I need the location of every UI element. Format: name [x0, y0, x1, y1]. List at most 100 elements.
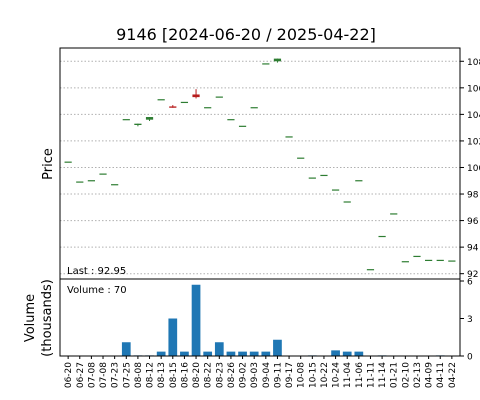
candle-body — [204, 107, 212, 109]
x-tick-label: 10-24 — [332, 362, 342, 388]
candle-body — [227, 119, 235, 121]
x-tick-label: 08-12 — [146, 362, 156, 388]
candle-body — [378, 235, 386, 238]
price-tick-label: 102 — [467, 137, 480, 147]
price-tick-label: 94 — [467, 244, 479, 254]
x-tick-label: 08-13 — [157, 362, 167, 388]
x-tick-label: 01-21 — [390, 362, 400, 388]
price-tick-label: 96 — [467, 217, 479, 227]
x-tick-label: 04-22 — [448, 362, 458, 388]
candle-body — [122, 119, 130, 121]
candle-body — [320, 174, 328, 177]
x-tick-label: 09-17 — [285, 362, 295, 388]
candle-body — [390, 213, 398, 215]
x-tick-label: 10-22 — [320, 362, 330, 388]
volume-tick-label: 6 — [467, 278, 473, 288]
price-tick-label: 106 — [467, 84, 480, 94]
candle-body — [285, 136, 293, 138]
candle-body — [331, 189, 340, 191]
volume-axis-label-line1: Volume — [23, 294, 38, 342]
price-tick-label: 104 — [467, 111, 480, 121]
x-tick-label: 07-23 — [111, 362, 121, 388]
candle-body — [401, 261, 409, 263]
x-tick-label: 11-06 — [355, 362, 365, 388]
chart-title: 9146 [2024-06-20 / 2025-04-22] — [116, 25, 376, 44]
x-tick-label: 10-08 — [297, 362, 307, 388]
candle-body — [169, 106, 177, 108]
price-axis-label: Price — [41, 148, 56, 180]
price-frame — [59, 47, 461, 280]
candle-body — [145, 117, 154, 120]
volume-axis-label-line2: (thousands) — [40, 279, 55, 357]
x-axis: 06-20 06-27 07-08 07-08 07-23 07-25 08-08 08-12… — [64, 356, 458, 388]
candle-body — [366, 269, 375, 271]
volume-frame — [59, 278, 461, 357]
volume-bar — [180, 351, 189, 356]
candle-body — [192, 94, 200, 98]
volume-bar — [342, 351, 352, 356]
candle-body — [308, 177, 316, 179]
volume-bar — [354, 351, 364, 356]
volume-bar — [226, 351, 236, 356]
candle-body — [111, 184, 119, 186]
candle-body — [448, 260, 456, 262]
x-tick-label: 06-20 — [64, 362, 74, 388]
x-tick-label: 11-14 — [378, 362, 388, 388]
price-tick-label: 100 — [467, 164, 480, 174]
volume-tick-label: 3 — [467, 315, 473, 325]
x-tick-label: 08-22 — [204, 362, 214, 388]
x-tick-label: 09-11 — [273, 362, 283, 388]
x-tick-label: 11-11 — [366, 362, 376, 388]
volume-bar — [168, 318, 178, 356]
candle-body — [76, 181, 84, 183]
x-tick-label: 08-26 — [227, 362, 237, 388]
x-tick-label: 08-16 — [180, 362, 190, 388]
volume-bar — [121, 342, 131, 356]
x-tick-label: 08-23 — [215, 362, 225, 388]
candle-body — [238, 125, 247, 127]
x-tick-label: 04-09 — [425, 362, 435, 388]
candle-body — [180, 101, 189, 104]
volume-bar — [249, 351, 259, 356]
price-tick-label: 98 — [467, 191, 479, 201]
candle-body — [134, 123, 142, 125]
candle-body — [215, 96, 223, 98]
candle-body — [297, 157, 305, 159]
x-tick-label: 02-13 — [413, 362, 423, 388]
x-tick-label: 08-20 — [192, 362, 202, 388]
x-tick-label: 04-11 — [436, 362, 446, 388]
x-tick-label: 11-04 — [343, 362, 353, 388]
volume-bar — [191, 284, 201, 356]
volume-panel: 0 3 6 — [59, 278, 473, 363]
candle-body — [64, 161, 72, 163]
x-tick-label: 07-08 — [99, 362, 109, 388]
volume-bar — [214, 342, 224, 356]
candle-body — [87, 180, 95, 182]
last-price-label: Last : 92.95 — [67, 266, 126, 277]
x-tick-label: 02-10 — [401, 362, 411, 388]
volume-bar — [331, 350, 340, 356]
candle-body — [413, 255, 421, 258]
x-tick-label: 09-03 — [250, 362, 260, 388]
price-panel: 92 94 96 98 100 102 104 106 108 — [59, 47, 480, 280]
volume-bar — [156, 351, 166, 356]
x-tick-label: 08-15 — [169, 362, 179, 388]
x-tick-label: 07-08 — [87, 362, 97, 388]
volume-tick-label: 0 — [467, 353, 473, 363]
candle-body — [250, 107, 258, 109]
candle-body — [343, 201, 351, 203]
volume-bar — [273, 339, 282, 356]
x-tick-label: 10-15 — [308, 362, 318, 388]
x-tick-label: 09-02 — [239, 362, 249, 388]
candle-body — [262, 63, 270, 65]
volume-bar — [203, 351, 213, 356]
candle-body — [157, 99, 165, 101]
candle-body — [273, 58, 282, 62]
x-tick-label: 07-25 — [122, 362, 132, 388]
price-tick-label: 92 — [467, 270, 478, 280]
candle-body — [355, 180, 363, 182]
x-tick-label: 09-04 — [262, 362, 272, 388]
x-tick-label: 08-08 — [134, 362, 144, 388]
price-tick-label: 108 — [467, 58, 480, 68]
